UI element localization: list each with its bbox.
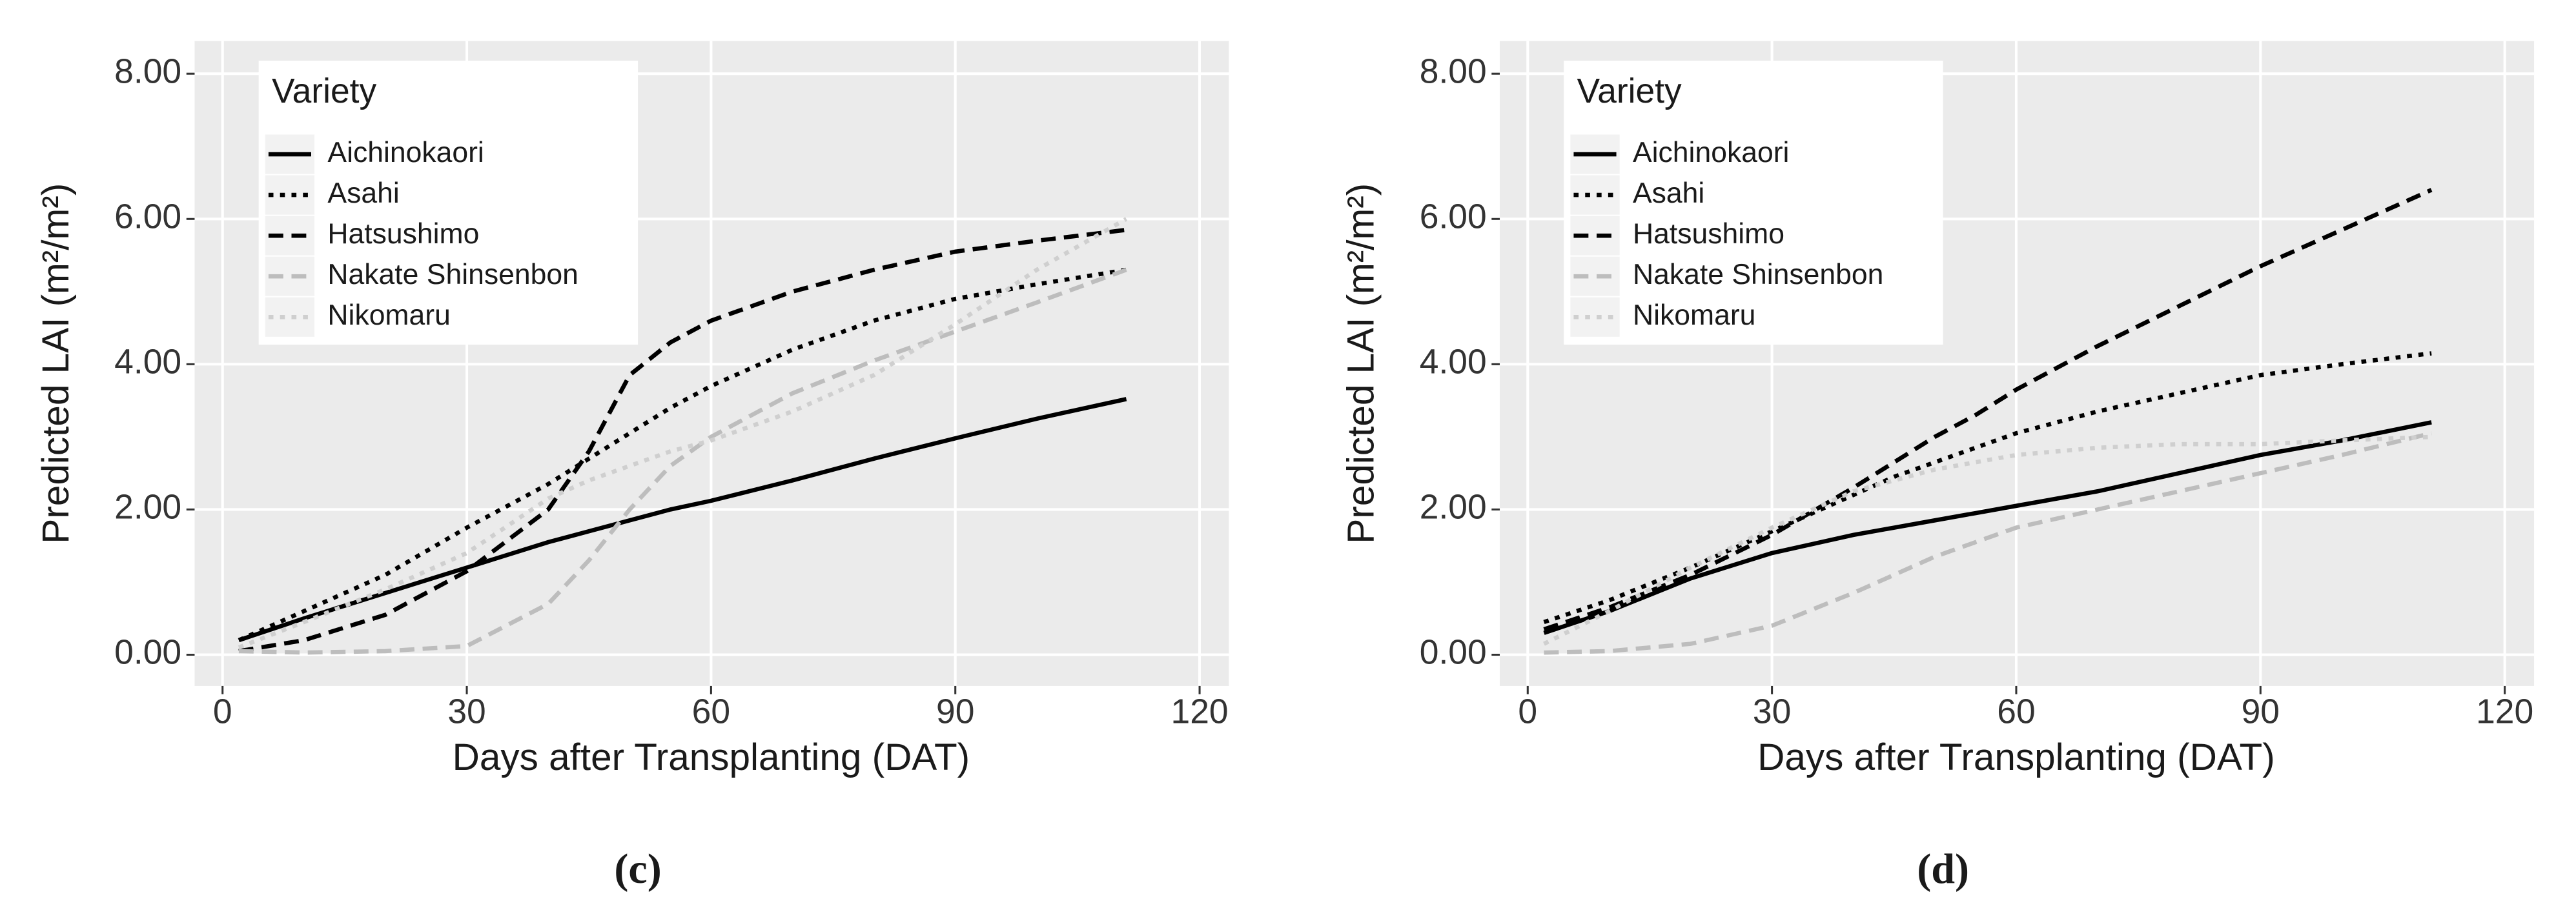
- y-tick-label: 6.00: [114, 197, 181, 236]
- legend-label: Nikomaru: [327, 299, 450, 331]
- x-axis-title: Days after Transplanting (DAT): [453, 736, 970, 778]
- x-tick-label: 30: [1753, 692, 1791, 731]
- legend: Variety Aichinokaori Asahi Hatsushimo Nakate…: [1564, 61, 1943, 345]
- caption: (c): [614, 845, 661, 893]
- y-tick-label: 8.00: [114, 52, 181, 90]
- legend-title: Variety: [272, 72, 377, 110]
- series-line: [1543, 188, 2433, 632]
- y-tick-label: 4.00: [114, 343, 181, 381]
- y-tick-label: 0.00: [1420, 634, 1487, 672]
- x-tick-label: 120: [2476, 692, 2533, 731]
- caption: (d): [1917, 845, 1969, 893]
- series-line: [238, 227, 1127, 654]
- y-tick-label: 4.00: [1420, 343, 1487, 381]
- x-tick-label: 0: [1518, 692, 1537, 731]
- series-line: [238, 217, 1128, 650]
- legend-box: [258, 61, 639, 345]
- chart-panel: 0.00 2.00 4.00 6.00 8.00 0 30 60 90 120 Variety Aic…: [1340, 41, 2535, 893]
- series-line: [1543, 420, 2432, 635]
- y-tick-label: 6.00: [1420, 197, 1487, 236]
- legend: Variety Aichinokaori Asahi Hatsushimo Nakate…: [258, 61, 639, 345]
- legend-label: Aichinokaori: [327, 137, 484, 168]
- series-line: [238, 267, 1127, 643]
- y-tick-label: 0.00: [114, 634, 181, 672]
- x-tick-label: 60: [692, 692, 730, 731]
- legend-box: [1564, 61, 1943, 345]
- legend-label: Hatsushimo: [327, 218, 479, 250]
- y-axis-title: Predicted LAI (m²/m²): [1340, 183, 1382, 544]
- legend-label: Nikomaru: [1633, 299, 1755, 331]
- x-tick-label: 90: [936, 692, 974, 731]
- series-line: [238, 267, 1127, 655]
- legend-label: Asahi: [327, 177, 399, 209]
- legend-label: Asahi: [1633, 177, 1704, 209]
- chart-panel: 0.00 2.00 4.00 6.00 8.00 0 30 60 90 120 Variety Aic…: [35, 41, 1229, 893]
- y-axis-title: Predicted LAI (m²/m²): [35, 183, 77, 544]
- x-tick-label: 120: [1171, 692, 1229, 731]
- x-tick-label: 0: [213, 692, 232, 731]
- y-tick-label: 2.00: [114, 489, 181, 527]
- x-tick-label: 90: [2242, 692, 2280, 731]
- y-tick-label: 8.00: [1420, 52, 1487, 90]
- series-line: [1543, 434, 2432, 646]
- legend-label: Aichinokaori: [1633, 137, 1789, 168]
- legend-label: Nakate Shinsenbon: [327, 259, 578, 290]
- series-line: [238, 397, 1127, 643]
- legend-label: Hatsushimo: [1633, 218, 1784, 250]
- legend-title: Variety: [1577, 72, 1682, 110]
- x-tick-label: 30: [447, 692, 486, 731]
- x-tick-label: 60: [1997, 692, 2035, 731]
- x-axis-title: Days after Transplanting (DAT): [1757, 736, 2275, 778]
- legend-label: Nakate Shinsenbon: [1633, 259, 1883, 290]
- y-tick-label: 2.00: [1420, 489, 1487, 527]
